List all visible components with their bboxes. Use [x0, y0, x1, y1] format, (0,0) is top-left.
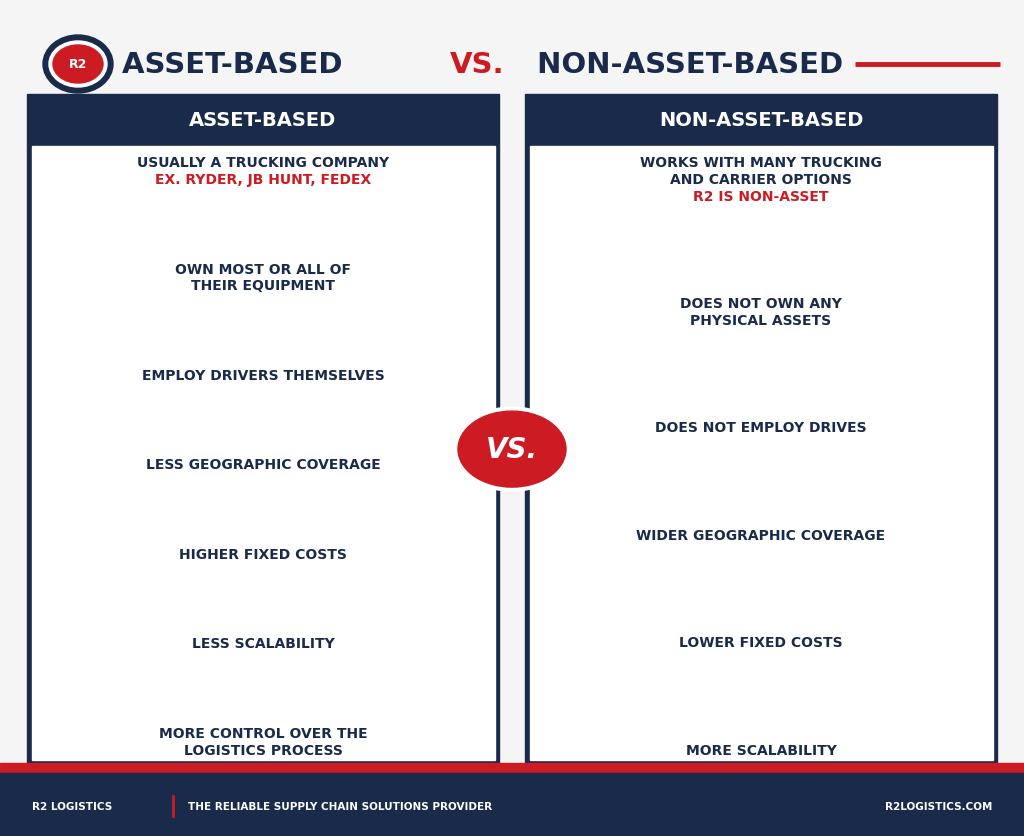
Text: VS.: VS.: [486, 436, 538, 463]
Text: VS.: VS.: [450, 51, 505, 79]
Text: EMPLOY DRIVERS THEMSELVES: EMPLOY DRIVERS THEMSELVES: [141, 369, 384, 382]
Ellipse shape: [49, 42, 106, 88]
Bar: [525, 95, 997, 764]
Text: NON-ASSET-BASED: NON-ASSET-BASED: [527, 51, 843, 79]
Text: WORKS WITH MANY TRUCKING: WORKS WITH MANY TRUCKING: [640, 156, 882, 171]
Ellipse shape: [53, 46, 103, 84]
Text: THE RELIABLE SUPPLY CHAIN SOLUTIONS PROVIDER: THE RELIABLE SUPPLY CHAIN SOLUTIONS PROV…: [188, 801, 493, 811]
Text: HIGHER FIXED COSTS: HIGHER FIXED COSTS: [179, 548, 347, 561]
Bar: [0, 773, 1024, 836]
Text: DOES NOT EMPLOY DRIVES: DOES NOT EMPLOY DRIVES: [655, 421, 866, 435]
Ellipse shape: [458, 411, 566, 487]
Text: DOES NOT OWN ANY: DOES NOT OWN ANY: [680, 297, 842, 311]
Bar: [0, 763, 1024, 773]
Text: OWN MOST OR ALL OF: OWN MOST OR ALL OF: [175, 263, 351, 276]
Text: WIDER GEOGRAPHIC COVERAGE: WIDER GEOGRAPHIC COVERAGE: [637, 528, 886, 542]
Text: MORE CONTROL OVER THE: MORE CONTROL OVER THE: [159, 726, 368, 740]
Text: NON-ASSET-BASED: NON-ASSET-BASED: [658, 111, 863, 130]
Text: THEIR EQUIPMENT: THEIR EQUIPMENT: [191, 279, 335, 293]
Text: LOGISTICS PROCESS: LOGISTICS PROCESS: [183, 742, 342, 757]
Text: LESS SCALABILITY: LESS SCALABILITY: [191, 637, 335, 650]
Ellipse shape: [43, 36, 113, 94]
Text: LOWER FIXED COSTS: LOWER FIXED COSTS: [679, 635, 843, 650]
Bar: [529, 147, 992, 760]
Text: R2LOGISTICS.COM: R2LOGISTICS.COM: [885, 801, 992, 811]
Bar: [27, 95, 499, 764]
Text: PHYSICAL ASSETS: PHYSICAL ASSETS: [690, 314, 831, 328]
Text: AND CARRIER OPTIONS: AND CARRIER OPTIONS: [670, 173, 852, 186]
Text: R2 IS NON-ASSET: R2 IS NON-ASSET: [693, 190, 828, 203]
Text: R2 LOGISTICS: R2 LOGISTICS: [32, 801, 113, 811]
Bar: [32, 147, 495, 760]
Text: LESS GEOGRAPHIC COVERAGE: LESS GEOGRAPHIC COVERAGE: [145, 458, 380, 472]
Text: USUALLY A TRUCKING COMPANY: USUALLY A TRUCKING COMPANY: [137, 156, 389, 171]
Text: R2: R2: [69, 59, 87, 71]
Ellipse shape: [453, 408, 571, 492]
Text: ASSET-BASED: ASSET-BASED: [189, 111, 337, 130]
Text: ASSET-BASED: ASSET-BASED: [122, 51, 352, 79]
Text: MORE SCALABILITY: MORE SCALABILITY: [685, 742, 837, 757]
Text: EX. RYDER, JB HUNT, FEDEX: EX. RYDER, JB HUNT, FEDEX: [155, 173, 371, 186]
